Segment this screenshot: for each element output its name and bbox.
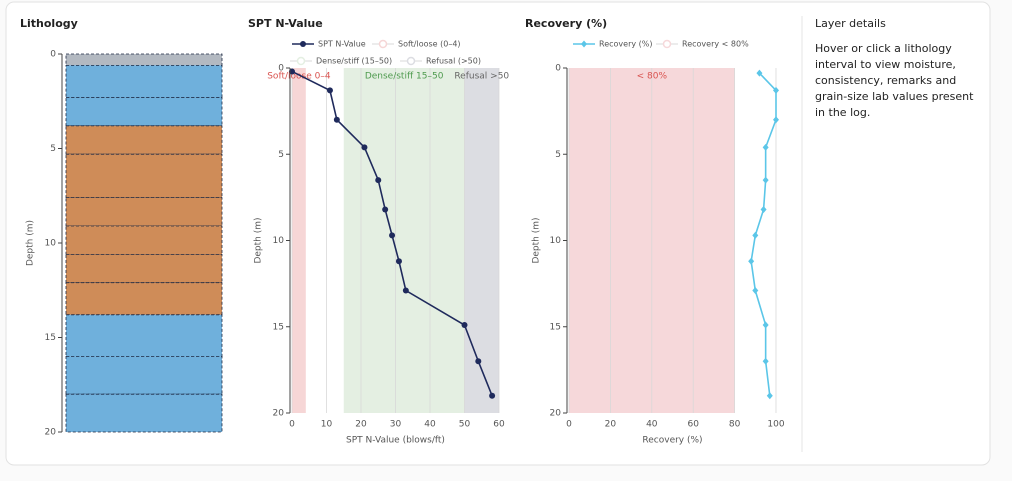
point [773, 86, 779, 94]
point [375, 177, 382, 184]
band-label: Dense/stiff 15–50 [365, 72, 444, 82]
y-axis-title: Depth (m) [254, 217, 264, 263]
point [461, 322, 468, 329]
y-tick-label: 10 [273, 236, 285, 246]
y-tick-label: 5 [555, 150, 561, 160]
y-tick-label: 5 [50, 144, 56, 154]
lithology-layer [65, 253, 223, 284]
legend-label: Soft/loose (0–4) [398, 40, 461, 49]
band-label: Refusal >50 [454, 72, 509, 82]
lithology-layer [65, 393, 223, 433]
band-label: Soft/loose 0–4 [267, 72, 331, 82]
point [382, 206, 389, 213]
y-tick-label: 15 [550, 322, 561, 332]
legend-label: Recovery < 80% [682, 40, 749, 49]
chart-title: Recovery (%) [525, 17, 607, 30]
lithology-layer [65, 282, 223, 316]
y-tick-label: 0 [555, 64, 561, 74]
x-tick-label: 60 [493, 420, 505, 430]
series-line [291, 70, 493, 397]
point [489, 392, 496, 399]
point [762, 176, 769, 184]
y-tick-label: 15 [45, 333, 56, 343]
band [292, 68, 306, 413]
y-tick-label: 15 [273, 322, 284, 332]
x-tick-label: 100 [767, 420, 784, 430]
point [333, 116, 340, 123]
legend-marker [581, 40, 587, 48]
chart-title: SPT N-Value [248, 17, 323, 30]
y-axis-title: Depth (m) [532, 217, 542, 263]
band [343, 68, 465, 413]
point [402, 287, 409, 294]
series-line [750, 72, 777, 396]
lithology-layer [65, 125, 223, 155]
y-axis-title: Depth (m) [26, 220, 36, 266]
legend-marker [300, 41, 306, 47]
lithology-layer [65, 225, 223, 255]
panel-text: Hover or click a lithology interval to v… [815, 42, 974, 119]
lithology-layer [65, 64, 223, 98]
lithology-layer [65, 97, 223, 127]
lithology-layer [65, 197, 223, 227]
point [752, 231, 759, 239]
x-tick-label: 40 [646, 420, 658, 430]
legend-marker [662, 39, 672, 49]
point [475, 358, 482, 365]
legend-marker [296, 56, 306, 66]
x-tick-label: 20 [605, 420, 617, 430]
x-axis-title: Recovery (%) [642, 436, 702, 446]
x-tick-label: 50 [459, 420, 471, 430]
y-tick-label: 20 [550, 409, 562, 419]
point [752, 287, 759, 295]
x-tick-label: 0 [566, 420, 572, 430]
lithology-layer [65, 153, 223, 199]
band [464, 68, 499, 413]
point [760, 205, 767, 213]
lithology-layer [65, 355, 223, 395]
y-tick-label: 10 [550, 236, 562, 246]
x-tick-label: 30 [390, 420, 402, 430]
panel-title: Layer details [815, 17, 886, 30]
point [748, 257, 755, 265]
x-axis-title: SPT N-Value (blows/ft) [346, 436, 445, 446]
legend-label: Recovery (%) [599, 40, 652, 49]
point [766, 392, 773, 400]
x-tick-label: 20 [355, 420, 367, 430]
y-tick-label: 0 [50, 50, 56, 60]
lithology-layer [65, 314, 223, 357]
point [762, 321, 769, 329]
legend-label: Refusal (>50) [426, 57, 481, 66]
point [756, 69, 763, 77]
x-tick-label: 40 [424, 420, 436, 430]
point [762, 143, 769, 151]
y-tick-label: 20 [45, 428, 57, 438]
layer-details: Layer details Hover or click a lithology… [815, 16, 980, 121]
legend-label: SPT N-Value [318, 40, 366, 49]
legend-marker [406, 56, 416, 66]
point [361, 144, 368, 151]
point [762, 357, 769, 365]
point [773, 116, 779, 124]
y-tick-label: 5 [278, 150, 284, 160]
y-tick-label: 0 [278, 64, 284, 74]
band-label: < 80% [637, 72, 668, 82]
lithology-layer [65, 53, 223, 66]
x-tick-label: 10 [321, 420, 333, 430]
point [326, 87, 333, 94]
legend-label: Dense/stiff (15–50) [316, 57, 392, 66]
point [389, 232, 396, 239]
y-tick-label: 10 [45, 239, 57, 249]
x-tick-label: 0 [289, 420, 295, 430]
legend-marker [378, 39, 388, 49]
y-tick-label: 20 [273, 409, 285, 419]
x-tick-label: 60 [687, 420, 699, 430]
x-tick-label: 80 [729, 420, 741, 430]
point [395, 258, 402, 265]
chart-title: Lithology [20, 17, 78, 30]
